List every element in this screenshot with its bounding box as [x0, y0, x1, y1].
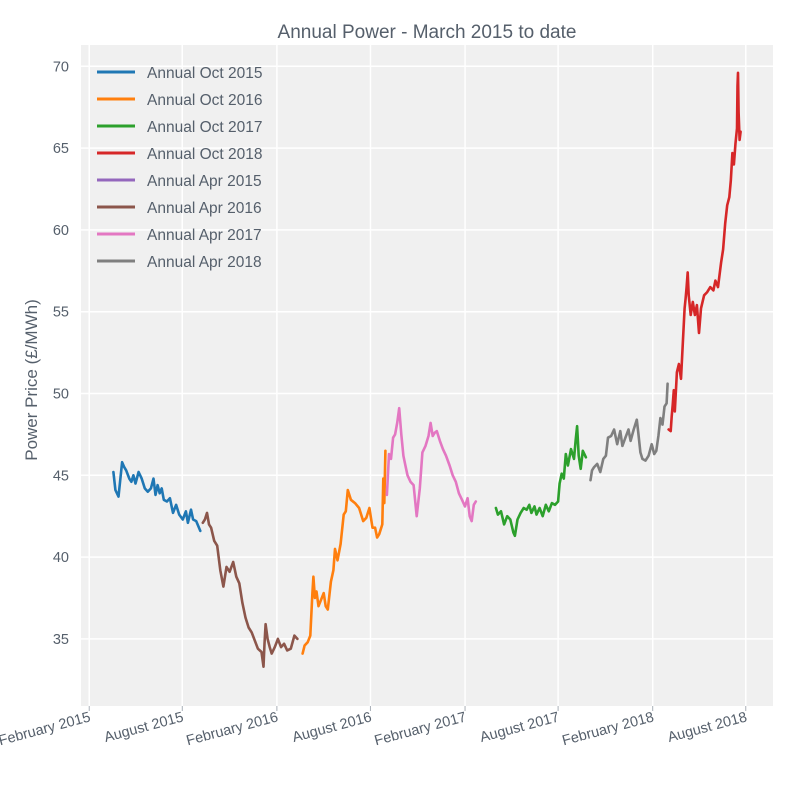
legend-label: Annual Apr 2018 [147, 254, 262, 271]
series-lines [112, 71, 742, 668]
legend: Annual Oct 2015 Annual Oct 2016 Annual Oct… [97, 65, 262, 271]
legend-label: Annual Apr 2017 [147, 227, 262, 244]
legend-label: Annual Apr 2016 [147, 200, 262, 217]
y-axis-ticks: 35 40 45 50 55 60 65 70 [53, 59, 69, 648]
legend-label: Annual Oct 2015 [147, 65, 262, 82]
y-tick-label: 55 [53, 305, 69, 321]
legend-label: Annual Apr 2015 [147, 173, 262, 190]
series-line-annual-oct-2018 [667, 71, 742, 433]
y-axis-label: Power Price (£/MWh) [22, 299, 41, 461]
legend-label: Annual Oct 2016 [147, 92, 262, 109]
series-line-annual-apr-2017 [385, 406, 478, 523]
series-line-annual-oct-2015 [112, 460, 202, 533]
y-tick-label: 45 [53, 468, 69, 484]
series-line-annual-oct-2017 [494, 424, 588, 538]
y-tick-label: 40 [53, 550, 69, 566]
legend-label: Annual Oct 2018 [147, 146, 262, 163]
series-line-annual-apr-2016 [201, 511, 299, 668]
y-tick-label: 65 [53, 141, 69, 157]
y-tick-label: 70 [53, 59, 69, 75]
y-tick-label: 50 [53, 386, 69, 402]
y-tick-label: 60 [53, 223, 69, 239]
chart-title: Annual Power - March 2015 to date [278, 22, 577, 43]
series-line-annual-apr-2018 [589, 382, 669, 482]
y-tick-label: 35 [53, 632, 69, 648]
legend-label: Annual Oct 2017 [147, 119, 262, 136]
series-line-annual-oct-2016 [301, 449, 387, 655]
grid [81, 45, 773, 706]
plot-background [81, 45, 773, 706]
